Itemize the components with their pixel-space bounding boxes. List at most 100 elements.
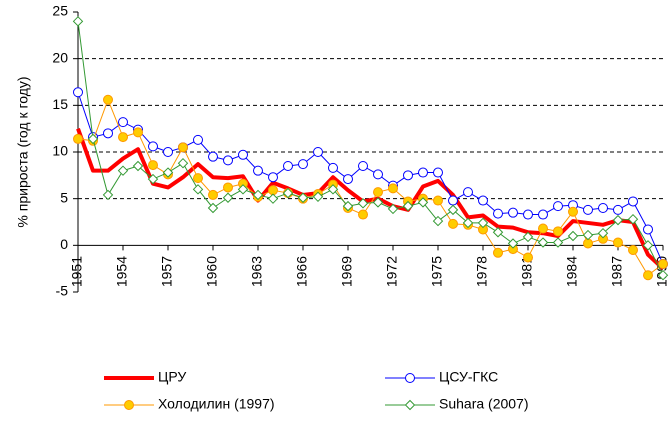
point	[493, 247, 503, 258]
point	[627, 213, 639, 225]
x-tick-label: 1963	[249, 256, 265, 287]
point	[132, 160, 144, 172]
point	[538, 223, 548, 234]
point	[103, 128, 113, 139]
point	[328, 162, 338, 173]
series-line	[77, 21, 664, 276]
point	[642, 240, 654, 251]
point	[567, 230, 579, 242]
point	[417, 197, 429, 208]
point	[253, 165, 263, 176]
point	[238, 149, 248, 160]
point	[327, 184, 339, 195]
y-tick-label: 10	[52, 143, 68, 159]
point	[478, 195, 488, 206]
point	[537, 237, 549, 248]
point	[267, 193, 279, 204]
point	[447, 204, 459, 216]
y-tick-label: 5	[60, 189, 68, 205]
point	[208, 151, 218, 162]
point	[343, 174, 353, 185]
x-tick-label: 1981	[519, 256, 535, 287]
x-tick-label: 1975	[429, 256, 445, 287]
point	[418, 167, 428, 178]
point	[523, 209, 533, 220]
point	[388, 183, 398, 194]
series-line	[76, 127, 665, 271]
x-tick-label: 1969	[339, 256, 355, 287]
point	[553, 201, 563, 212]
x-tick-label: 1972	[384, 256, 400, 287]
point	[612, 214, 624, 226]
point	[313, 147, 323, 157]
point	[223, 182, 233, 193]
point	[628, 196, 638, 207]
point	[448, 218, 458, 229]
point	[208, 189, 218, 200]
point	[162, 167, 174, 178]
x-tick-label: 1984	[564, 256, 580, 287]
y-tick-label: 25	[52, 3, 68, 19]
point	[148, 141, 158, 152]
point	[462, 217, 474, 229]
point	[387, 203, 399, 215]
point	[298, 159, 308, 170]
point	[553, 226, 563, 237]
point	[448, 195, 458, 206]
point	[133, 127, 143, 138]
legend-label: Suhara (2007)	[439, 396, 529, 412]
x-tick-label: 1966	[294, 256, 310, 287]
point	[372, 197, 384, 208]
point	[223, 155, 233, 166]
x-tick-label: 1954	[114, 256, 130, 287]
point	[583, 204, 593, 215]
x-tick-label: 1960	[204, 256, 220, 287]
point	[342, 200, 354, 212]
point	[103, 94, 113, 105]
point	[73, 133, 83, 144]
point	[493, 208, 503, 219]
point	[73, 87, 83, 98]
legend-label: Холодилин (1997)	[158, 396, 275, 412]
series-line	[77, 92, 664, 265]
point	[148, 160, 158, 171]
point	[87, 133, 99, 145]
y-tick-label: 0	[60, 236, 68, 252]
point	[237, 184, 249, 195]
point	[628, 245, 638, 255]
point	[373, 169, 383, 180]
point	[643, 270, 653, 281]
x-tick-label: 1951	[69, 256, 85, 287]
point	[403, 170, 413, 181]
point	[373, 187, 383, 198]
point	[268, 185, 278, 196]
point	[523, 252, 533, 263]
point	[657, 269, 669, 281]
point	[192, 184, 204, 195]
legend-marker	[404, 399, 416, 411]
point	[358, 161, 368, 171]
point	[463, 187, 473, 198]
point	[507, 238, 519, 249]
point	[552, 237, 564, 248]
point	[207, 202, 219, 214]
point	[118, 132, 128, 143]
point	[433, 195, 443, 206]
point	[568, 206, 578, 217]
y-tick-label: -5	[56, 283, 69, 299]
point	[102, 189, 114, 201]
point	[432, 215, 444, 227]
y-axis-label: % прироста (год к году)	[15, 76, 31, 227]
legend-marker	[124, 400, 134, 410]
point	[643, 224, 653, 235]
point	[358, 209, 368, 220]
point	[658, 259, 668, 269]
point	[583, 238, 593, 249]
point	[433, 167, 443, 178]
point	[193, 134, 203, 145]
x-tick-label: 1987	[609, 256, 625, 287]
point	[268, 172, 278, 183]
point	[522, 231, 534, 243]
point	[163, 147, 173, 157]
